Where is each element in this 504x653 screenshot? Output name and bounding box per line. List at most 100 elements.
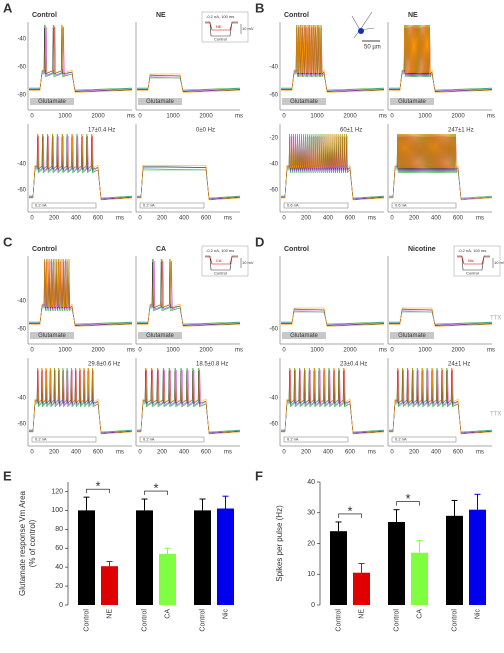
y-tick-label: -80 xyxy=(17,93,26,99)
x-tick-label: 400 xyxy=(431,450,442,456)
trace xyxy=(29,27,133,93)
y-tick-label: 20 xyxy=(55,583,63,590)
bar xyxy=(353,572,370,605)
trace xyxy=(29,135,133,200)
x-tick-label: ms xyxy=(379,114,387,120)
ttx-label: TTX xyxy=(490,412,501,418)
x-tick-label: ms xyxy=(116,216,124,222)
x-tick-label: 2000 xyxy=(451,114,465,120)
neuron-soma xyxy=(358,28,364,34)
neuron-sketch xyxy=(351,11,375,39)
inset-trace xyxy=(205,256,238,265)
stimulus-label: Glutamate xyxy=(146,333,174,339)
trace xyxy=(389,369,493,434)
y-tick-label: 100 xyxy=(51,507,63,514)
trace xyxy=(389,311,493,325)
trace xyxy=(137,367,241,433)
x-tick-label: 600 xyxy=(453,450,464,456)
x-tick-label: 200 xyxy=(301,216,312,222)
x-tick-label: Control xyxy=(335,609,342,632)
rate-label: 60±1 Hz xyxy=(340,128,362,134)
x-tick-label: ms xyxy=(379,348,387,354)
x-tick-label: 0 xyxy=(282,216,286,222)
x-tick-label: 400 xyxy=(71,216,82,222)
trace xyxy=(137,164,241,201)
stimulus-label: Glutamate xyxy=(290,99,318,105)
current-bar xyxy=(31,436,97,443)
trace xyxy=(137,74,241,93)
trace xyxy=(389,367,493,435)
trace xyxy=(137,75,241,92)
trace xyxy=(29,367,133,435)
trace xyxy=(137,367,241,435)
trace xyxy=(137,258,241,327)
x-tick-label: 1000 xyxy=(418,348,432,354)
stimulus-label: Glutamate xyxy=(38,99,66,105)
stimulus-bar xyxy=(282,332,326,339)
trace xyxy=(29,258,133,327)
current-label: 0.6 nA xyxy=(395,203,407,208)
trace xyxy=(137,260,241,326)
inset-text: -0.2 nA, 100 ms xyxy=(458,248,486,253)
current-label: 0.6 nA xyxy=(287,203,299,208)
inset xyxy=(201,245,249,277)
y-tick-label: 80 xyxy=(55,526,63,533)
stimulus-bar xyxy=(30,98,74,105)
x-tick-label: 0 xyxy=(282,114,286,120)
inset-text: Control xyxy=(214,37,227,42)
x-tick-label: CA xyxy=(416,609,423,619)
x-tick-label: 600 xyxy=(201,216,212,222)
stimulus-label: Glutamate xyxy=(398,99,426,105)
x-tick-label: 2000 xyxy=(91,348,105,354)
inset xyxy=(453,245,501,277)
condition-title: Control xyxy=(284,12,309,19)
y-tick-label: -60 xyxy=(269,188,278,194)
current-bar xyxy=(139,436,205,443)
current-bar xyxy=(139,202,205,209)
stimulus-bar xyxy=(390,98,434,105)
panel-label: C xyxy=(3,234,13,249)
trace xyxy=(137,368,241,433)
x-tick-label: 600 xyxy=(453,216,464,222)
x-tick-label: 2000 xyxy=(451,348,465,354)
y-tick-label: -60 xyxy=(269,93,278,99)
x-tick-label: ms xyxy=(487,348,495,354)
x-tick-label: 1000 xyxy=(58,114,72,120)
trace xyxy=(137,77,241,91)
current-label: 0.2 nA xyxy=(143,437,155,442)
stimulus-label: Glutamate xyxy=(398,333,426,339)
x-tick-label: ms xyxy=(224,216,232,222)
bar xyxy=(78,510,95,605)
stimulus-label: Glutamate xyxy=(146,99,174,105)
y-tick-label: 0 xyxy=(59,602,63,609)
trace xyxy=(389,309,493,326)
trace xyxy=(389,308,493,327)
current-label: 0.2 nA xyxy=(143,203,155,208)
x-tick-label: 1000 xyxy=(58,348,72,354)
inset-text: NE xyxy=(216,24,222,29)
x-tick-label: Nic xyxy=(474,609,481,620)
inset-text: Nic xyxy=(468,258,474,263)
trace xyxy=(29,24,133,93)
x-tick-label: 200 xyxy=(409,216,420,222)
condition-title: NE xyxy=(156,12,166,19)
condition-title: Nicotine xyxy=(408,246,436,253)
x-tick-label: 400 xyxy=(431,216,442,222)
x-tick-label: ms xyxy=(368,216,376,222)
stimulus-bar xyxy=(30,332,74,339)
bar xyxy=(446,515,463,605)
x-tick-label: Control xyxy=(141,609,148,632)
inset xyxy=(201,11,249,43)
y-axis-label: (% of control) xyxy=(28,519,37,567)
x-tick-label: ms xyxy=(235,114,243,120)
x-tick-label: 200 xyxy=(157,450,168,456)
stimulus-bar xyxy=(282,98,326,105)
trace xyxy=(389,133,493,201)
inset-text: Control xyxy=(214,271,227,276)
x-tick-label: 400 xyxy=(71,450,82,456)
x-tick-label: ms xyxy=(476,450,484,456)
x-tick-label: 400 xyxy=(323,216,334,222)
trace xyxy=(281,370,385,434)
condition-title: Control xyxy=(32,12,57,19)
